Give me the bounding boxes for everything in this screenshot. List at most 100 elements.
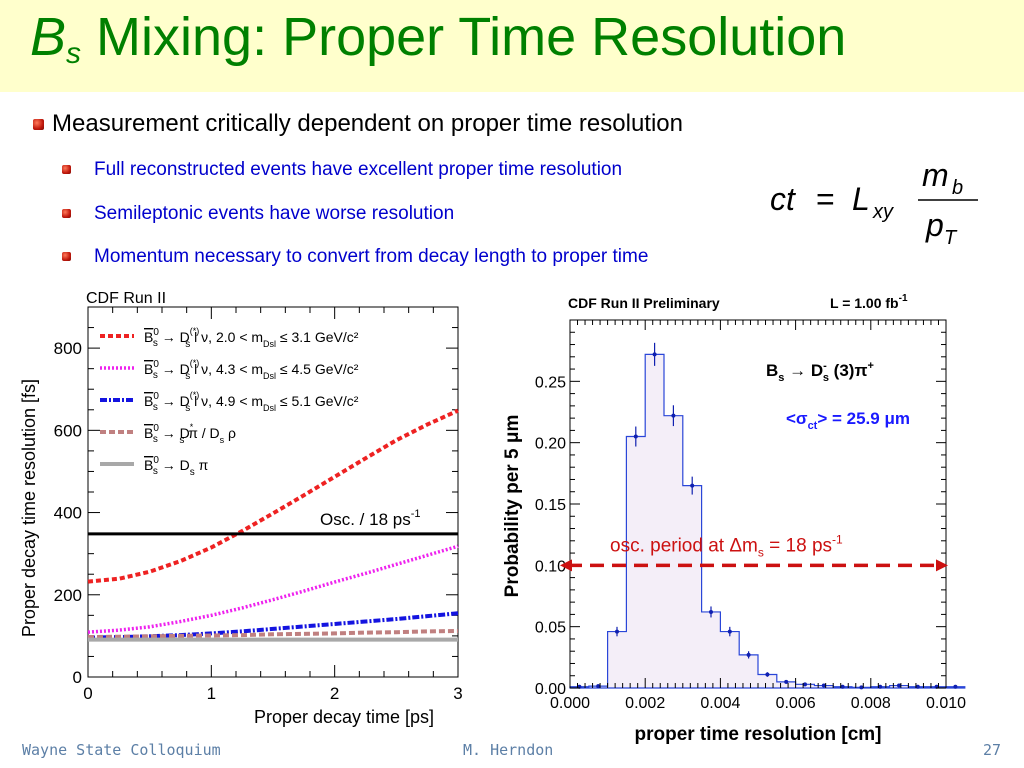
plot-labels: Bs → D-s (3)π+ <σct> = 25.9 μm [766, 360, 910, 432]
x-tick-label: 0.010 [926, 695, 966, 712]
svg-text:p: p [925, 207, 944, 243]
osc-period-annotation: osc. period at Δms = 18 ps-1 [560, 532, 948, 572]
x-tick-label: 0.000 [550, 695, 590, 712]
y-tick-label: 600 [54, 421, 82, 440]
resolution-histogram-chart: CDF Run II Preliminary L = 1.00 fb-1 0.0… [502, 293, 966, 744]
legend-b: B [144, 457, 153, 473]
mean-post: > = 25.9 μm [817, 409, 910, 428]
legend-arrow: → D [158, 393, 190, 409]
data-point [690, 483, 695, 488]
legend-tail-sup: (*) [190, 358, 200, 368]
legend-tail-sup: * [190, 422, 194, 432]
bullet-marker [62, 252, 71, 261]
svg-text:L: L [852, 181, 870, 217]
y-tick-label: 0.00 [535, 681, 566, 698]
chart-title: CDF Run II Preliminary [568, 295, 720, 311]
legend-rest-sub: s [220, 435, 225, 445]
title-sub: s [66, 37, 82, 70]
histogram-bars [569, 342, 966, 690]
title-band [0, 0, 1024, 92]
legend-end: ≤ 3.1 GeV/c² [276, 329, 359, 345]
data-point [727, 629, 732, 634]
data-point [784, 679, 789, 684]
legend-sub: s [153, 402, 158, 413]
data-point [615, 629, 619, 634]
x-tick-label: 0.006 [776, 695, 816, 712]
legend-sup: 0 [153, 327, 159, 338]
footer-left: Wayne State Colloquium [22, 741, 221, 759]
x-axis-label: Proper decay time [ps] [254, 707, 434, 727]
legend: B0 s → D(*) s l ν, 2.0 < mDsl ≤ 3.1 GeV/c²… [100, 326, 359, 478]
legend-end: ≤ 4.5 GeV/c² [276, 361, 359, 377]
data-point [840, 684, 845, 689]
tick-labels: 0.000 0.002 0.004 0.006 0.008 0.010 0.00 0.05 0.… [535, 374, 966, 712]
proper-time-formula: ct = L xy m b p T [770, 157, 978, 248]
tick-labels: 0 1 2 3 0 200 400 600 800 [54, 339, 463, 703]
decay-d-sup: - [823, 360, 827, 372]
legend-sub: s [153, 338, 158, 349]
axes [569, 319, 947, 689]
y-tick-label: 0.15 [535, 497, 566, 514]
bullet-text: Semileptonic events have worse resolutio… [94, 203, 455, 224]
legend-b: B [144, 393, 153, 409]
legend-arrow: → D [158, 425, 190, 441]
mean-sub: ct [808, 420, 818, 432]
data-point [803, 682, 807, 687]
y-tick-label: 200 [54, 586, 82, 605]
svg-text:ct: ct [770, 181, 796, 217]
title-rest: Mixing: Proper Time Resolution [81, 7, 847, 67]
data-point [633, 434, 638, 439]
legend-tail-sub: s [179, 435, 184, 446]
bullet-2: Full reconstructed events have excellent… [62, 159, 622, 181]
series-line-2 [87, 544, 459, 634]
legend-sup: 0 [153, 423, 159, 434]
y-tick-label: 400 [54, 504, 82, 523]
bullet-marker [62, 209, 71, 218]
legend-tail-sub: s [185, 339, 190, 350]
data-point [953, 684, 958, 689]
legend-sub: s [153, 466, 158, 477]
legend-rest: π / D [184, 425, 219, 441]
decay-rest-sup: + [867, 360, 873, 372]
y-tick-label: 0.10 [535, 558, 566, 575]
legend-tail-sub: s [185, 403, 190, 414]
resolution-vs-decay-time-chart: CDF Run II Osc. / 18 ps-1 B0 s → D(*) s l … [19, 290, 463, 727]
data-point [596, 684, 601, 689]
x-tick-label: 2 [330, 684, 339, 703]
data-point [821, 683, 826, 688]
histogram-outline [569, 353, 966, 689]
legend-arrow: → D [158, 361, 190, 377]
legend-end: ρ [224, 425, 236, 441]
bullet-1: Measurement critically dependent on prop… [33, 110, 683, 138]
data-point [765, 672, 770, 677]
decay-channel-label: Bs → D-s (3)π+ [766, 360, 874, 384]
data-point [652, 352, 657, 357]
data-point [859, 685, 864, 690]
legend-b: B [144, 329, 153, 345]
x-tick-label: 0.008 [851, 695, 891, 712]
chart-title: CDF Run II [86, 290, 166, 307]
osc-sub: s [758, 545, 764, 559]
data-point [878, 684, 883, 689]
decay-arrow: → D [784, 361, 823, 380]
data-point [915, 684, 920, 689]
bullet-text: Measurement critically dependent on prop… [52, 110, 683, 137]
luminosity-label: L = 1.00 fb-1 [830, 293, 908, 311]
osc-post: = 18 ps [764, 535, 832, 556]
legend-rest: π [195, 457, 209, 473]
decay-d-sub: s [823, 372, 829, 384]
osc-label-text: Osc. / 18 ps [320, 510, 411, 529]
bullet-4: Momentum necessary to convert from decay… [62, 246, 648, 268]
lumi-sup: -1 [899, 293, 908, 304]
footer-center: M. Herndon [463, 741, 554, 759]
mean-resolution-label: <σct> = 25.9 μm [786, 409, 910, 432]
slide-title: Bs Mixing: Proper Time Resolution [30, 6, 846, 71]
arrow-head-right [936, 559, 948, 572]
legend-entry-1: B0 s → D(*) s l ν, 2.0 < mDsl ≤ 3.1 GeV/c² [144, 326, 359, 350]
svg-text:=: = [816, 181, 835, 217]
y-axis-label: Proper decay time resolution [fs] [19, 379, 39, 637]
legend-rest: l ν, 2.0 < m [190, 329, 263, 345]
legend-rest: l ν, 4.9 < m [190, 393, 263, 409]
legend-tail-sup: (*) [190, 390, 200, 400]
legend-sup: 0 [153, 391, 159, 402]
